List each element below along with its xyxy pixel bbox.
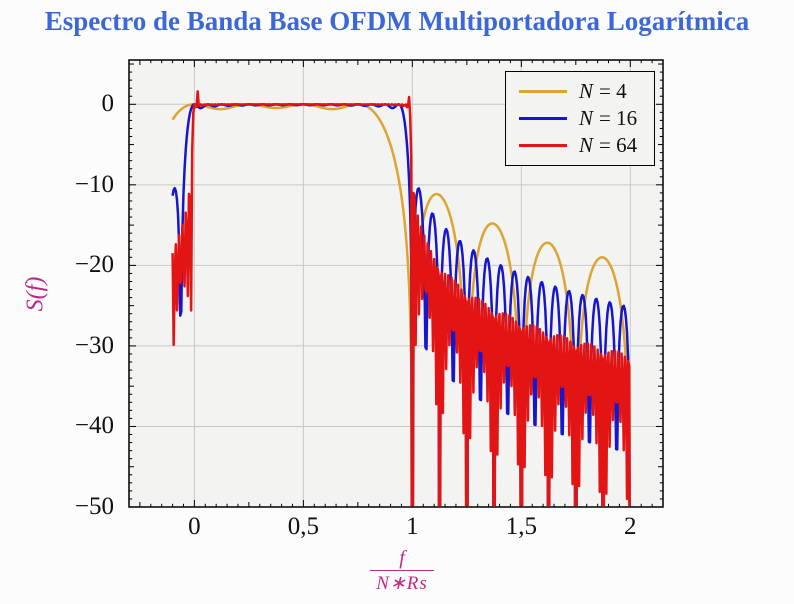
y-tick-label: −50 [74,493,114,520]
y-tick-label: 0 [101,90,115,118]
series-line-N=64 [171,90,631,506]
legend-label-value: = 16 [599,106,638,130]
x-tick-label: 0 [188,513,201,540]
x-tick-label: 2 [624,513,637,540]
legend-item: N = 4 [506,79,654,104]
chart-title: Espectro de Banda Base OFDM Multiportado… [44,6,750,36]
legend-item: N = 64 [506,133,654,158]
y-axis-label: S(f) [22,276,49,311]
y-tick-label: −20 [74,251,114,279]
legend: N = 4 N = 16 N = 64 [505,71,655,166]
y-tick-label: −30 [74,331,114,359]
legend-label: N = 4 [579,79,627,104]
legend-label-value: = 64 [599,133,638,157]
x-tick-label: 0,5 [287,513,319,540]
legend-line-swatch [519,144,567,147]
y-tick-label: −40 [74,412,114,440]
legend-label-variable: N [579,79,594,103]
series-curves [171,90,631,506]
legend-item: N = 16 [506,106,654,131]
legend-line-swatch [519,90,567,93]
legend-label-value: = 4 [599,79,627,103]
fraction-denominator: N∗Rs [376,573,428,594]
legend-line-swatch [519,117,567,120]
x-axis-label-fraction: f N∗Rs [370,547,434,595]
legend-label-variable: N [579,133,594,157]
y-tick-label: −10 [74,170,114,198]
x-tick-label: 1 [406,513,419,540]
x-tick-label: 1,5 [505,513,537,540]
legend-label: N = 64 [579,133,637,158]
fraction-numerator: f [399,547,405,569]
plot-frame [128,59,664,508]
legend-label-variable: N [579,106,594,130]
legend-label: N = 16 [579,106,637,131]
fraction-bar [370,570,434,571]
